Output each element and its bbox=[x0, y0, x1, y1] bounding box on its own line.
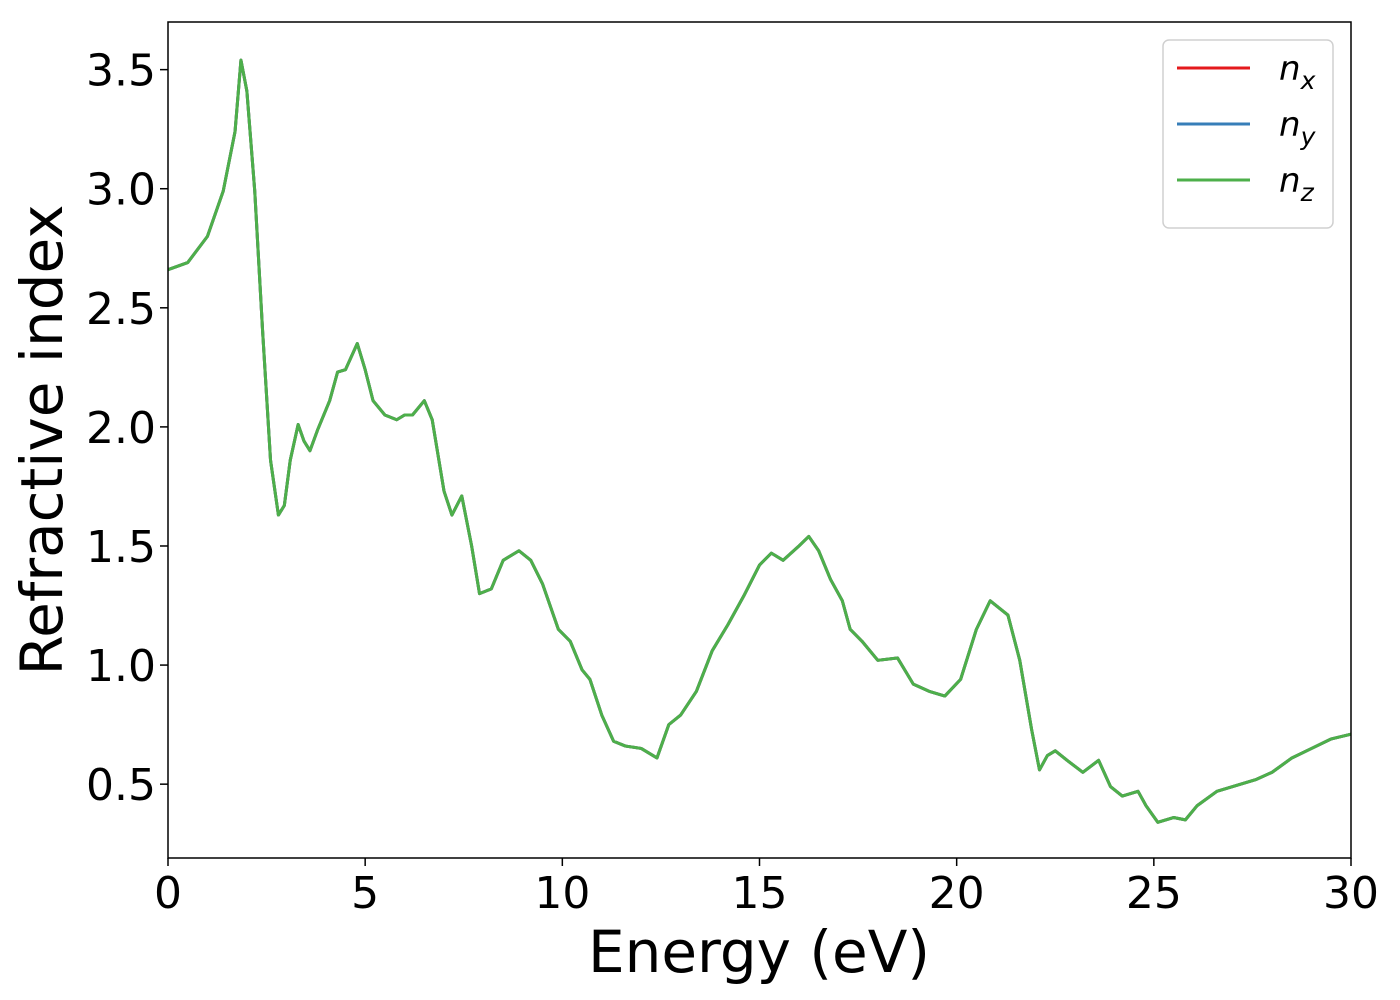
x-tick-label: 25 bbox=[1126, 868, 1182, 919]
x-tick-label: 0 bbox=[154, 868, 182, 919]
x-tick-label: 5 bbox=[351, 868, 379, 919]
y-tick-label: 0.5 bbox=[86, 760, 156, 811]
y-tick-label: 2.0 bbox=[86, 403, 156, 454]
legend-label: nz bbox=[1279, 161, 1315, 207]
y-tick-label: 1.5 bbox=[86, 522, 156, 573]
y-tick-label: 1.0 bbox=[86, 641, 156, 692]
y-tick-label: 3.0 bbox=[86, 165, 156, 216]
legend-label: ny bbox=[1279, 105, 1317, 151]
y-axis-label: Refractive index bbox=[8, 204, 76, 675]
plot-frame bbox=[167, 21, 1352, 859]
x-tick-label: 20 bbox=[929, 868, 985, 919]
line-series bbox=[167, 58, 1352, 824]
x-tick-label: 15 bbox=[732, 868, 788, 919]
y-tick-label: 2.5 bbox=[86, 284, 156, 335]
legend-label: nx bbox=[1279, 49, 1316, 95]
y-tick-label: 3.5 bbox=[86, 46, 156, 97]
x-axis-label: Energy (eV) bbox=[588, 918, 930, 986]
x-tick-label: 10 bbox=[534, 868, 590, 919]
x-tick-label: 30 bbox=[1323, 868, 1379, 919]
